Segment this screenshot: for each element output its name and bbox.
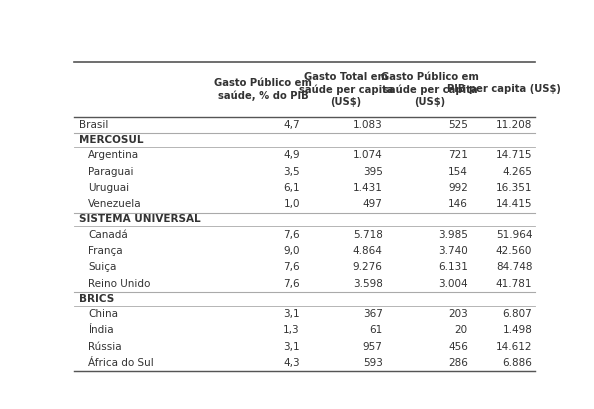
Text: 6.886: 6.886: [503, 358, 532, 368]
Text: Paraguai: Paraguai: [88, 166, 134, 177]
Text: 4,3: 4,3: [283, 358, 300, 368]
Text: 1,3: 1,3: [283, 325, 300, 335]
Text: 3,5: 3,5: [283, 166, 300, 177]
Text: 721: 721: [448, 150, 468, 160]
Text: 6.131: 6.131: [438, 262, 468, 272]
Text: 497: 497: [363, 199, 383, 209]
Text: 7,6: 7,6: [283, 229, 300, 240]
Text: 7,6: 7,6: [283, 279, 300, 289]
Text: 3,1: 3,1: [283, 342, 300, 352]
Text: 84.748: 84.748: [496, 262, 532, 272]
Text: Canadá: Canadá: [88, 229, 128, 240]
Text: 41.781: 41.781: [496, 279, 532, 289]
Text: França: França: [88, 246, 123, 256]
Text: 1,0: 1,0: [283, 199, 300, 209]
Text: PIB per capita (US$): PIB per capita (US$): [447, 84, 561, 94]
Text: 61: 61: [369, 325, 383, 335]
Text: 4.265: 4.265: [503, 166, 532, 177]
Text: 3.598: 3.598: [353, 279, 383, 289]
Text: 4,7: 4,7: [283, 120, 300, 130]
Text: 3.985: 3.985: [438, 229, 468, 240]
Text: 957: 957: [363, 342, 383, 352]
Text: Venezuela: Venezuela: [88, 199, 142, 209]
Text: 16.351: 16.351: [496, 183, 532, 193]
Text: 286: 286: [448, 358, 468, 368]
Text: 154: 154: [448, 166, 468, 177]
Text: 14.612: 14.612: [496, 342, 532, 352]
Text: Argentina: Argentina: [88, 150, 139, 160]
Text: 5.718: 5.718: [353, 229, 383, 240]
Text: 3.004: 3.004: [438, 279, 468, 289]
Text: 1.498: 1.498: [503, 325, 532, 335]
Text: 203: 203: [448, 309, 468, 319]
Text: Uruguai: Uruguai: [88, 183, 129, 193]
Text: 1.083: 1.083: [353, 120, 383, 130]
Text: 525: 525: [448, 120, 468, 130]
Text: 7,6: 7,6: [283, 262, 300, 272]
Text: 593: 593: [363, 358, 383, 368]
Text: Gasto Total em
saúde per capita
(US$): Gasto Total em saúde per capita (US$): [299, 72, 393, 107]
Text: 14.415: 14.415: [496, 199, 532, 209]
Text: Reino Unido: Reino Unido: [88, 279, 150, 289]
Text: 14.715: 14.715: [496, 150, 532, 160]
Text: 51.964: 51.964: [496, 229, 532, 240]
Text: Índia: Índia: [88, 325, 113, 335]
Text: Suiça: Suiça: [88, 262, 116, 272]
Text: 11.208: 11.208: [496, 120, 532, 130]
Text: 6.807: 6.807: [503, 309, 532, 319]
Text: MERCOSUL: MERCOSUL: [79, 135, 143, 145]
Text: 146: 146: [448, 199, 468, 209]
Text: 1.431: 1.431: [353, 183, 383, 193]
Text: 42.560: 42.560: [496, 246, 532, 256]
Text: 6,1: 6,1: [283, 183, 300, 193]
Text: Rússia: Rússia: [88, 342, 122, 352]
Text: África do Sul: África do Sul: [88, 358, 154, 368]
Text: Brasil: Brasil: [79, 120, 108, 130]
Text: 367: 367: [363, 309, 383, 319]
Text: 395: 395: [363, 166, 383, 177]
Text: 1.074: 1.074: [353, 150, 383, 160]
Text: Gasto Público em
saúde per capita
(US$): Gasto Público em saúde per capita (US$): [381, 72, 479, 107]
Text: 4.864: 4.864: [353, 246, 383, 256]
Text: 3,1: 3,1: [283, 309, 300, 319]
Text: Gasto Público em
saúde, % do PIB: Gasto Público em saúde, % do PIB: [214, 78, 312, 101]
Text: 992: 992: [448, 183, 468, 193]
Text: 9.276: 9.276: [353, 262, 383, 272]
Text: 9,0: 9,0: [283, 246, 300, 256]
Text: 20: 20: [455, 325, 468, 335]
Text: 456: 456: [448, 342, 468, 352]
Text: 3.740: 3.740: [438, 246, 468, 256]
Text: BRICS: BRICS: [79, 294, 114, 304]
Text: China: China: [88, 309, 118, 319]
Text: SISTEMA UNIVERSAL: SISTEMA UNIVERSAL: [79, 214, 201, 225]
Text: 4,9: 4,9: [283, 150, 300, 160]
